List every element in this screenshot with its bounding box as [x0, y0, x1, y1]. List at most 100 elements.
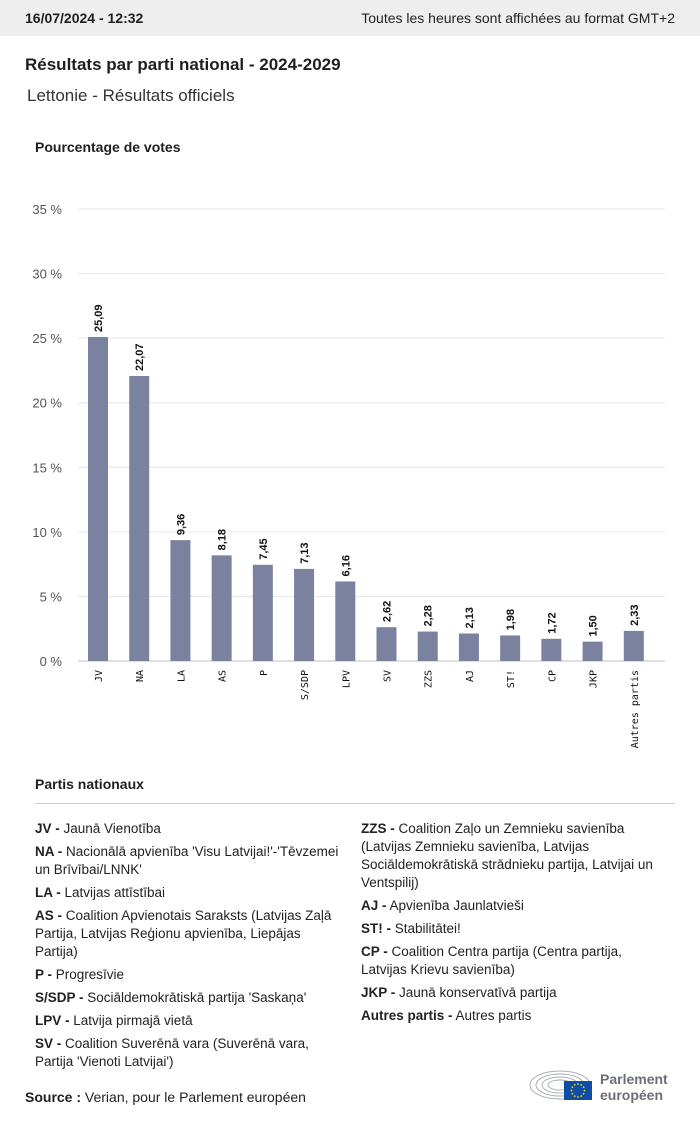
legend-abbr: JV - [35, 821, 60, 836]
bar [623, 630, 644, 661]
legend-name: Jaunā konservatīvā partija [395, 985, 557, 1000]
chart-svg: Pourcentage de votes 0 % 5 % 10 % 15 % 20 % 25… [32, 139, 665, 748]
bar [294, 568, 315, 661]
timezone-note: Toutes les heures sont affichées au form… [361, 10, 675, 26]
bar-value-label: 6,16 [340, 555, 352, 576]
parliament-logo: Parlement européen [528, 1065, 678, 1105]
logo-text-line1: Parlement [600, 1071, 668, 1087]
y-tick-label: 30 % [32, 267, 62, 282]
legend-abbr: SV - [35, 1036, 62, 1051]
legend-abbr: P - [35, 967, 53, 982]
y-tick-label: 15 % [32, 460, 62, 475]
legend-name: Coalition Suverēnā vara (Suverēnā vara, … [35, 1036, 309, 1069]
bar-value-label: 2,28 [423, 605, 435, 626]
eu-flag-icon [564, 1081, 592, 1100]
legend-name: Stabilitātei! [391, 921, 461, 936]
legend-divider [35, 803, 675, 804]
page-subtitle: Lettonie - Résultats officiels [27, 86, 235, 105]
bar [376, 627, 397, 661]
flag-star [580, 1083, 583, 1086]
legend-name: Latvija pirmajā vietā [69, 1013, 193, 1028]
legend-item: AJ - Apvienība Jaunlatvieši [361, 897, 671, 915]
x-tick-label: JKP [589, 670, 600, 688]
bar [417, 631, 438, 661]
x-tick-label: SV [383, 670, 394, 682]
legend-item: CP - Coalition Centra partija (Centra pa… [361, 943, 671, 979]
y-tick-label: 25 % [32, 331, 62, 346]
page-title: Résultats par parti national - 2024-2029 [25, 55, 341, 74]
bar-value-label: 8,18 [217, 529, 229, 550]
bar [541, 638, 562, 661]
legend-name: Latvijas attīstībai [60, 885, 166, 900]
legend-item: NA - Nacionālā apvienība 'Visu Latvijai!… [35, 843, 340, 879]
bar-value-label: 22,07 [134, 343, 146, 371]
legend-name: Sociāldemokrātiskā partija 'Saskaņa' [83, 990, 307, 1005]
legend-item: LPV - Latvija pirmajā vietā [35, 1012, 340, 1030]
legend-item: ST! - Stabilitātei! [361, 920, 671, 938]
legend-column-left: JV - Jaunā Vienotība NA - Nacionālā apvie… [35, 820, 340, 1076]
flag-star [571, 1086, 574, 1089]
bar [129, 375, 150, 661]
legend-item: AS - Coalition Apvienotais Saraksts (Lat… [35, 907, 340, 961]
legend-name: Apvienība Jaunlatvieši [386, 898, 524, 913]
legend-abbr: LPV - [35, 1013, 70, 1028]
flag-star [582, 1086, 585, 1089]
source-label: Source : [25, 1089, 82, 1105]
bar-chart: Pourcentage de votes 0 % 5 % 10 % 15 % 20 % 25… [0, 130, 700, 770]
legend-name: Jaunā Vienotība [59, 821, 161, 836]
bar-value-label: 7,45 [258, 538, 270, 559]
bar-value-label: 7,13 [299, 542, 311, 563]
legend-abbr: ST! - [361, 921, 391, 936]
flag-star [577, 1096, 579, 1098]
bar-value-label: 1,72 [546, 612, 558, 633]
flag-star [582, 1092, 585, 1095]
legend-name: Coalition Centra partija (Centra partija… [361, 944, 622, 977]
legend-abbr: NA - [35, 844, 63, 859]
source-text: Verian, pour le Parlement européen [84, 1089, 306, 1105]
x-tick-label: NA [135, 670, 146, 682]
legend-item: SV - Coalition Suverēnā vara (Suverēnā v… [35, 1035, 340, 1071]
y-tick-label: 0 % [40, 654, 63, 669]
flag-star [580, 1095, 583, 1098]
bar [500, 635, 521, 661]
x-tick-label: Autres partis [630, 670, 641, 748]
x-tick-label: S/SDP [300, 670, 311, 700]
flag-star [571, 1092, 574, 1095]
legend-abbr: AJ - [361, 898, 387, 913]
y-tick-label: 20 % [32, 396, 62, 411]
legend-item: JKP - Jaunā konservatīvā partija [361, 984, 671, 1002]
bar-value-label: 1,50 [588, 615, 600, 636]
bar [252, 564, 273, 661]
legend-item: Autres partis - Autres partis [361, 1007, 671, 1025]
bar [88, 336, 108, 661]
flag-star [573, 1083, 576, 1086]
bar-value-label: 2,33 [629, 604, 641, 625]
legend-column-right: ZZS - Coalition Zaļo un Zemnieku savienī… [361, 820, 671, 1030]
x-tick-label: ZZS [424, 670, 435, 688]
legend-abbr: Autres partis - [361, 1008, 453, 1023]
x-tick-label: CP [547, 670, 558, 682]
bar-value-label: 2,13 [464, 607, 476, 628]
logo-text-line2: européen [600, 1087, 664, 1103]
source-note: Source : Verian, pour le Parlement europ… [25, 1089, 306, 1105]
top-bar: 16/07/2024 - 12:32 Toutes les heures son… [0, 0, 700, 36]
y-tick-label: 35 % [32, 202, 62, 217]
x-tick-label: P [259, 670, 270, 676]
flag-star [577, 1083, 579, 1085]
legend-item: S/SDP - Sociāldemokrātiskā partija 'Sask… [35, 989, 340, 1007]
legend-abbr: ZZS - [361, 821, 395, 836]
legend-name: Coalition Apvienotais Saraksts (Latvijas… [35, 908, 332, 959]
y-axis-title: Pourcentage de votes [35, 139, 181, 155]
legend-abbr: AS - [35, 908, 62, 923]
legend-name: Coalition Zaļo un Zemnieku savienība (La… [361, 821, 653, 890]
x-tick-label: ST! [506, 670, 517, 688]
legend-title: Partis nationaux [35, 776, 144, 792]
legend-item: ZZS - Coalition Zaļo un Zemnieku savienī… [361, 820, 671, 892]
legend-abbr: CP - [361, 944, 388, 959]
bar-value-label: 25,09 [93, 304, 105, 332]
legend-name: Nacionālā apvienība 'Visu Latvijai!'-'Tē… [35, 844, 339, 877]
bar-value-label: 9,36 [175, 514, 187, 535]
datetime: 16/07/2024 - 12:32 [25, 10, 144, 26]
bar-value-label: 2,62 [382, 601, 394, 622]
bar [170, 540, 191, 661]
